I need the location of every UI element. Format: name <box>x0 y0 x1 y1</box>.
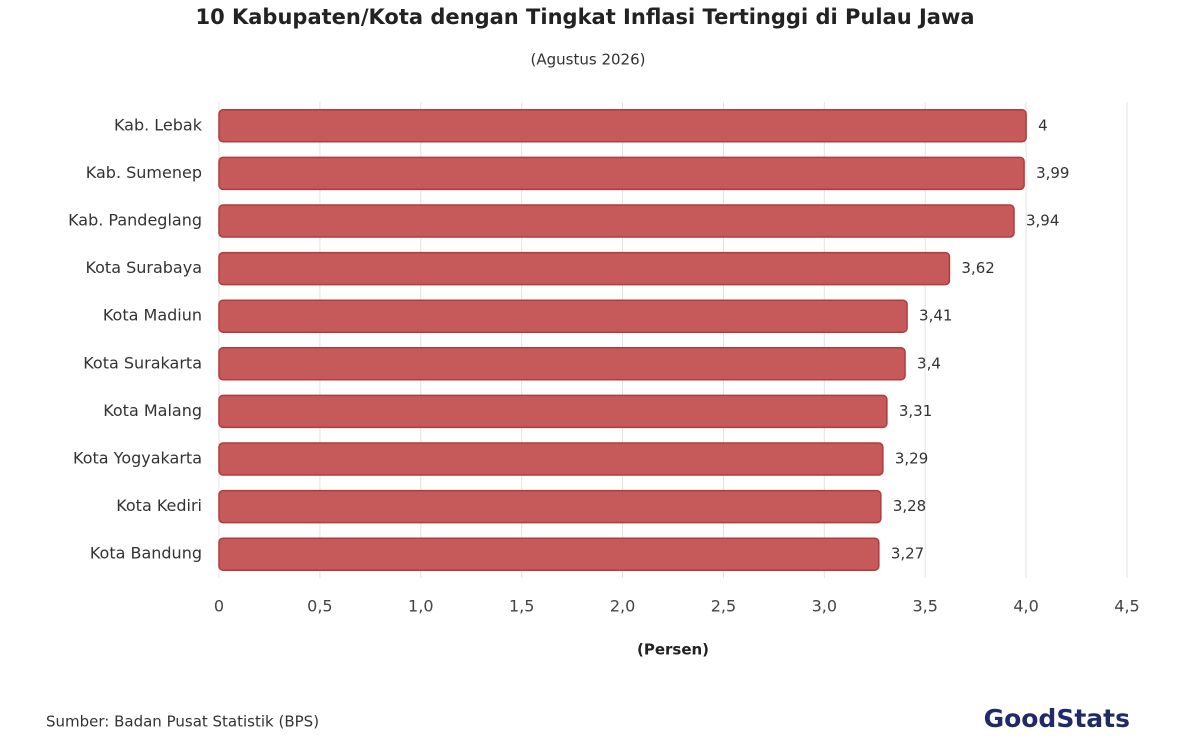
x-tick-label: 3,0 <box>812 597 837 616</box>
y-tick-label: Kota Kediri <box>116 496 202 515</box>
chart-subtitle: (Agustus 2026) <box>531 51 646 69</box>
value-label: 3,27 <box>891 545 924 563</box>
y-tick-label: Kota Madiun <box>103 306 202 325</box>
x-axis-title: (Persen) <box>637 641 709 659</box>
bar <box>218 204 1015 238</box>
x-tick-label: 3,5 <box>912 597 937 616</box>
bar <box>218 489 882 524</box>
x-tick-label: 1,0 <box>408 597 433 616</box>
y-tick-label: Kab. Lebak <box>114 115 203 134</box>
y-tick-label: Kota Yogyakarta <box>73 449 202 468</box>
y-tick-label: Kab. Pandeglang <box>68 211 202 230</box>
value-label: 3,94 <box>1026 212 1059 230</box>
y-tick-label: Kota Malang <box>103 401 202 420</box>
y-tick-label: Kab. Sumenep <box>86 163 202 182</box>
x-tick-label: 1,5 <box>509 597 534 616</box>
value-label: 3,29 <box>895 450 928 468</box>
x-tick-label: 2,5 <box>711 597 736 616</box>
bar <box>218 442 884 476</box>
chart-title: 10 Kabupaten/Kota dengan Tingkat Inflasi… <box>195 5 974 29</box>
y-tick-label: Kota Surakarta <box>83 353 202 372</box>
value-label: 3,99 <box>1036 164 1069 182</box>
x-tick-label: 0 <box>214 597 224 616</box>
value-label: 3,41 <box>919 307 952 325</box>
value-label: 3,28 <box>893 497 926 515</box>
x-tick-label: 4,0 <box>1013 597 1038 616</box>
bar <box>218 251 951 286</box>
y-tick-label: Kota Surabaya <box>85 258 202 277</box>
x-tick-label: 4,5 <box>1114 597 1139 616</box>
y-tick-label: Kota Bandung <box>90 544 202 563</box>
bar <box>218 347 906 381</box>
value-label: 4 <box>1038 116 1048 134</box>
value-label: 3,62 <box>961 259 994 277</box>
x-tick-label: 0,5 <box>307 597 332 616</box>
bar <box>218 299 908 333</box>
bar <box>218 109 1027 143</box>
source: Sumber: Badan Pusat Statistik (BPS) <box>46 713 319 731</box>
value-label: 3,31 <box>899 402 932 420</box>
bar <box>218 156 1025 191</box>
bar <box>218 394 888 429</box>
bar <box>218 537 880 571</box>
x-tick-label: 2,0 <box>610 597 635 616</box>
value-label: 3,4 <box>917 354 941 372</box>
brand-logo: GoodStats <box>984 704 1130 733</box>
